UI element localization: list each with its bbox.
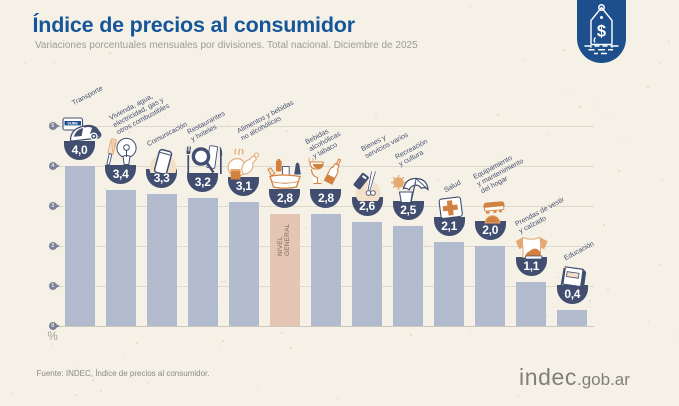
svg-text:SUBE: SUBE [67,121,78,125]
svg-text:$: $ [597,23,606,41]
